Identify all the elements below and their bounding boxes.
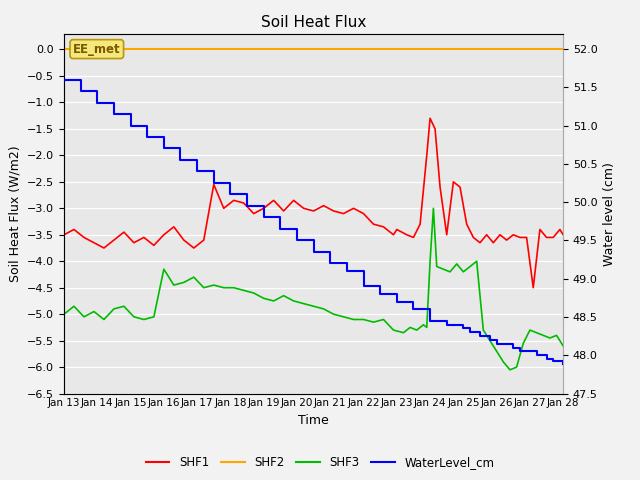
- Line: SHF1: SHF1: [64, 118, 563, 288]
- Y-axis label: Soil Heat Flux (W/m2): Soil Heat Flux (W/m2): [8, 145, 22, 282]
- SHF3: [60, 312, 68, 317]
- WaterLevel_cm: [559, 361, 567, 367]
- WaterLevel_cm: [516, 348, 524, 354]
- SHF1: [270, 197, 278, 203]
- Text: EE_met: EE_met: [73, 43, 120, 56]
- WaterLevel_cm: [60, 77, 68, 83]
- SHF1: [380, 224, 387, 230]
- SHF3: [413, 327, 420, 333]
- SHF3: [559, 343, 567, 349]
- X-axis label: Time: Time: [298, 414, 329, 427]
- WaterLevel_cm: [509, 345, 517, 350]
- Line: SHF3: SHF3: [64, 208, 563, 370]
- Line: WaterLevel_cm: WaterLevel_cm: [64, 80, 563, 364]
- SHF1: [200, 237, 207, 243]
- WaterLevel_cm: [260, 215, 268, 220]
- SHF3: [270, 298, 278, 304]
- SHF1: [516, 235, 524, 240]
- SHF1: [410, 235, 417, 240]
- SHF1: [60, 232, 68, 238]
- SHF3: [180, 279, 188, 285]
- WaterLevel_cm: [193, 168, 201, 174]
- SHF1: [559, 232, 567, 238]
- SHF1: [426, 115, 434, 121]
- WaterLevel_cm: [360, 284, 367, 289]
- Title: Soil Heat Flux: Soil Heat Flux: [261, 15, 366, 30]
- SHF3: [520, 340, 527, 346]
- Legend: SHF1, SHF2, SHF3, WaterLevel_cm: SHF1, SHF2, SHF3, WaterLevel_cm: [141, 452, 499, 474]
- Y-axis label: Water level (cm): Water level (cm): [604, 162, 616, 265]
- SHF3: [506, 367, 514, 372]
- SHF1: [180, 237, 188, 243]
- SHF3: [380, 317, 387, 323]
- SHF1: [529, 285, 537, 290]
- SHF3: [429, 205, 437, 211]
- WaterLevel_cm: [532, 348, 540, 354]
- SHF3: [200, 285, 207, 290]
